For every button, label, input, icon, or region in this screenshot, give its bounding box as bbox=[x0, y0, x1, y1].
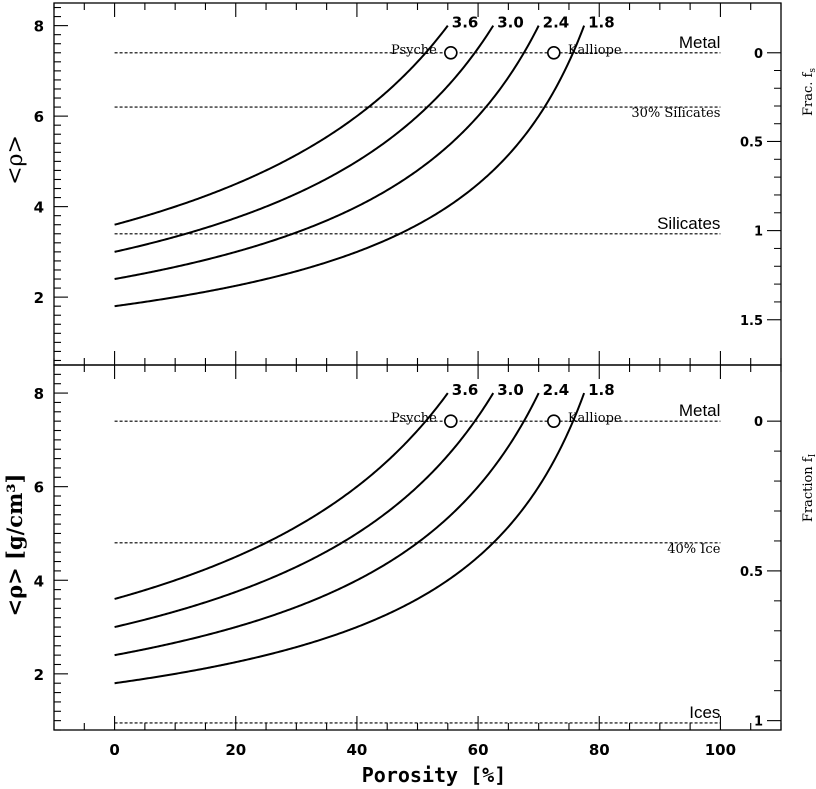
series-line bbox=[114, 25, 540, 281]
series-line bbox=[114, 392, 586, 685]
asteroid-marker bbox=[547, 414, 561, 428]
y-tick-label: 2 bbox=[34, 666, 44, 684]
asteroid-label: Psyche bbox=[391, 411, 437, 426]
asteroid-label: Psyche bbox=[391, 43, 437, 58]
bottom-y-axis-label: <ρ> [g/cm³] bbox=[2, 474, 27, 617]
x-tick-label: 60 bbox=[468, 741, 489, 759]
series-line bbox=[114, 392, 540, 657]
bottom-right-axis-label-main: Fraction f bbox=[801, 456, 816, 522]
reference-line-label: Metal bbox=[679, 401, 721, 420]
right-tick-label: 0 bbox=[754, 47, 763, 62]
right-tick-label: 0.5 bbox=[740, 135, 763, 150]
series-label: 1.8 bbox=[588, 14, 615, 32]
top-right-axis-label-sub: s bbox=[808, 68, 816, 73]
reference-line-label: 40% Ice bbox=[667, 542, 720, 557]
y-tick-label: 4 bbox=[34, 572, 44, 590]
y-tick-label: 8 bbox=[34, 18, 44, 36]
right-tick-label: 1 bbox=[754, 715, 763, 730]
series-line bbox=[114, 25, 449, 226]
series-label: 3.6 bbox=[452, 14, 479, 32]
series-label: 3.0 bbox=[497, 381, 524, 399]
series-label: 3.6 bbox=[452, 381, 479, 399]
reference-line-label: Silicates bbox=[657, 214, 720, 233]
x-axis-label: Porosity [%] bbox=[362, 763, 507, 787]
asteroid-label: Kalliope bbox=[568, 411, 622, 426]
reference-line-label: Metal bbox=[679, 33, 721, 52]
asteroid-marker bbox=[444, 414, 458, 428]
y-tick-label: 8 bbox=[34, 385, 44, 403]
bottom-right-axis-label-sub: I bbox=[808, 453, 816, 457]
asteroid-marker bbox=[444, 45, 458, 60]
series-line bbox=[114, 25, 586, 308]
asteroid-marker bbox=[547, 45, 561, 60]
series-label: 2.4 bbox=[543, 381, 570, 399]
series-line bbox=[114, 392, 495, 629]
right-tick-label: 1 bbox=[754, 225, 763, 240]
x-tick-label: 0 bbox=[109, 741, 119, 759]
asteroid-label: Kalliope bbox=[568, 43, 622, 58]
y-tick-label: 6 bbox=[34, 108, 44, 126]
x-tick-label: 20 bbox=[225, 741, 246, 759]
series-line bbox=[114, 392, 449, 600]
x-tick-label: 80 bbox=[589, 741, 610, 759]
top-y-axis-label: <ρ> bbox=[3, 135, 28, 185]
series-line bbox=[114, 25, 495, 253]
reference-line-label: Ices bbox=[689, 703, 720, 722]
series-label: 3.0 bbox=[497, 14, 524, 32]
y-tick-label: 4 bbox=[34, 199, 44, 217]
y-tick-label: 2 bbox=[34, 289, 44, 307]
right-tick-label: 1.5 bbox=[740, 314, 763, 329]
reference-line-label: 30% Silicates bbox=[631, 106, 720, 121]
series-label: 2.4 bbox=[543, 14, 570, 32]
right-tick-label: 0 bbox=[754, 415, 763, 430]
y-tick-label: 6 bbox=[34, 479, 44, 497]
x-tick-label: 100 bbox=[705, 741, 736, 759]
bottom-right-axis-label: Fraction fI bbox=[801, 453, 816, 522]
top-panel: 2 4 6 8 0 0.5 1 1.5 Metal 30% Silicates Silicates 3… bbox=[34, 2, 782, 366]
x-tick-label: 40 bbox=[346, 741, 367, 759]
top-right-axis-label: Frac. fs bbox=[801, 68, 816, 116]
right-tick-label: 0.5 bbox=[740, 565, 763, 580]
series-label: 1.8 bbox=[588, 381, 615, 399]
top-right-axis-label-main: Frac. f bbox=[801, 71, 816, 116]
axis-labels: <ρ> <ρ> [g/cm³] Porosity [%] Frac. fs Fr… bbox=[2, 68, 816, 787]
